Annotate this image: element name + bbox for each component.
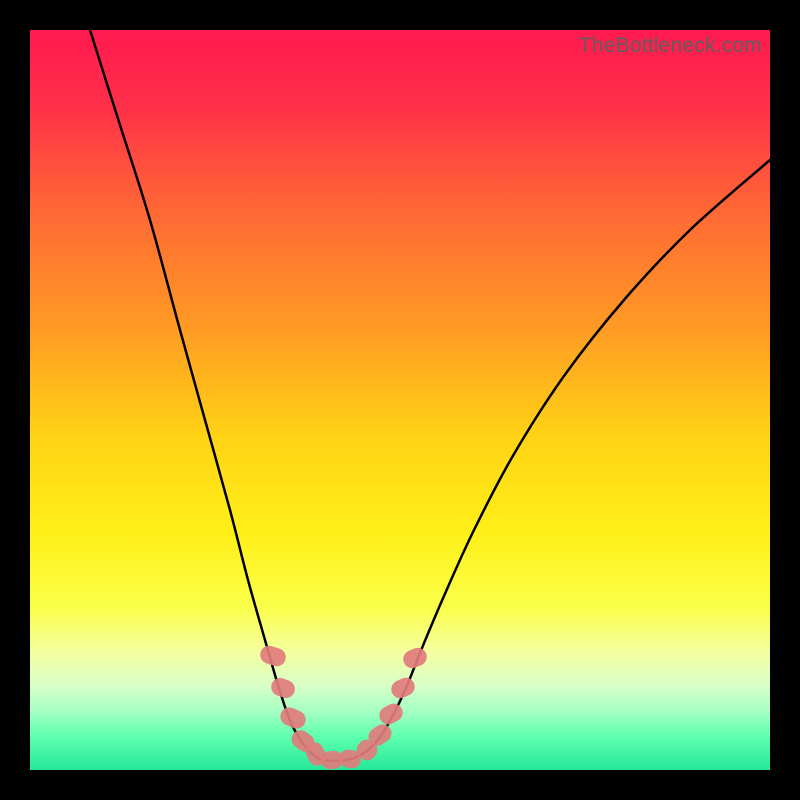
marker-layer: [30, 30, 770, 770]
outer-frame: TheBottleneck.com: [0, 0, 800, 800]
plot-area: TheBottleneck.com: [30, 30, 770, 770]
data-marker: [388, 675, 417, 701]
watermark-text: TheBottleneck.com: [579, 34, 762, 58]
data-marker: [269, 675, 298, 700]
data-marker: [258, 643, 288, 668]
data-marker: [277, 704, 308, 731]
data-marker: [400, 645, 429, 671]
